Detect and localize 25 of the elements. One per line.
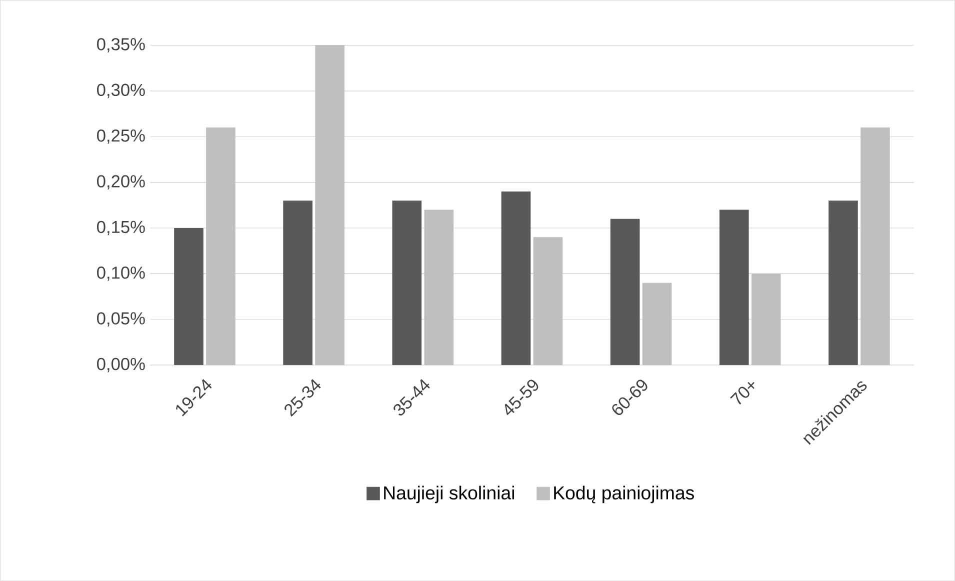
y-tick-label: 0,25% — [97, 129, 145, 144]
legend-label: Naujieji skoliniai — [384, 486, 514, 504]
y-tick-label: 0,15% — [97, 220, 145, 236]
x-tick-label: 70+ — [730, 382, 754, 404]
bar — [174, 228, 204, 365]
bar — [501, 191, 531, 365]
y-tick-label: 0,35% — [97, 38, 145, 52]
bar — [533, 237, 563, 365]
legend-label: Kodų painiojimas — [554, 486, 694, 504]
y-tick-label: 0,00% — [97, 358, 145, 372]
bar — [828, 200, 858, 365]
bar — [751, 274, 781, 365]
y-tick-label: 0,10% — [97, 266, 145, 281]
bar — [206, 127, 236, 365]
bar — [610, 218, 640, 365]
y-tick-label: 0,30% — [97, 84, 145, 98]
bar — [860, 127, 890, 365]
y-tick-label: 0,05% — [97, 312, 145, 326]
bar — [424, 210, 454, 365]
bar — [283, 200, 312, 365]
bar — [315, 45, 344, 365]
y-tick-label: 0,20% — [97, 175, 145, 190]
bar — [642, 282, 672, 365]
bar — [719, 210, 749, 365]
bar — [392, 200, 422, 365]
